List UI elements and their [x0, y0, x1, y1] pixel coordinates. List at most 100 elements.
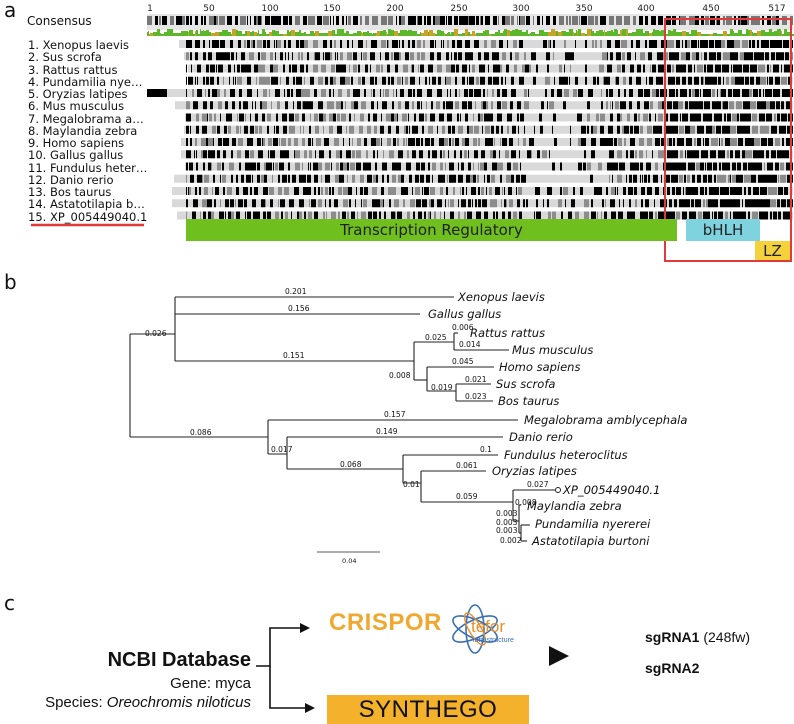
- alignment-block: [718, 187, 719, 195]
- consensus-identity-bar: [250, 32, 252, 36]
- alignment-block: [274, 40, 275, 48]
- alignment-block: [599, 64, 604, 73]
- alignment-block: [279, 138, 280, 146]
- alignment-block: [269, 76, 270, 85]
- alignment-block: [208, 52, 212, 61]
- alignment-block: [214, 199, 215, 208]
- alignment-block: [610, 199, 615, 208]
- consensus-block: [782, 16, 787, 25]
- consensus-block: [254, 16, 256, 25]
- alignment-block: [325, 187, 328, 195]
- alignment-block: [597, 211, 598, 220]
- alignment-block: [476, 76, 479, 85]
- consensus-block: [511, 16, 514, 25]
- consensus-block: [433, 16, 435, 25]
- consensus-identity-bar: [238, 31, 242, 36]
- alignment-block: [526, 199, 528, 208]
- position-tick-label: 517: [768, 4, 786, 14]
- consensus-identity-bar: [632, 32, 636, 36]
- alignment-block: [226, 138, 229, 146]
- alignment-block: [687, 174, 690, 183]
- alignment-block: [326, 211, 327, 220]
- alignment-block: [623, 76, 626, 85]
- alignment-block: [216, 64, 217, 73]
- alignment-block: [720, 150, 725, 159]
- alignment-block: [466, 187, 467, 195]
- alignment-block: [696, 52, 699, 61]
- alignment-block: [672, 162, 677, 171]
- alignment-block: [302, 101, 303, 110]
- consensus-block: [372, 16, 378, 25]
- alignment-block: [223, 150, 226, 159]
- alignment-block: [468, 52, 473, 61]
- species-line: Species: Oreochromis niloticus: [45, 694, 251, 711]
- alignment-block: [658, 64, 659, 73]
- alignment-block: [490, 199, 492, 208]
- alignment-block: [563, 187, 568, 195]
- consensus-identity-bar: [365, 32, 367, 36]
- alignment-block: [224, 89, 226, 97]
- alignment-block: [295, 162, 300, 171]
- alignment-block: [280, 150, 284, 159]
- alignment-block: [223, 76, 224, 85]
- alignment-block: [582, 89, 583, 97]
- alignment-block: [260, 101, 262, 110]
- consensus-identity-bar: [659, 31, 661, 36]
- alignment-block: [338, 211, 340, 220]
- alignment-block: [504, 199, 506, 208]
- alignment-block: [437, 199, 442, 208]
- alignment-block: [725, 211, 728, 220]
- alignment-block: [638, 89, 643, 97]
- alignment-block: [215, 187, 219, 195]
- alignment-block: [284, 150, 289, 159]
- consensus-block: [493, 16, 497, 25]
- alignment-block: [269, 89, 270, 97]
- alignment-block: [712, 199, 714, 208]
- alignment-block: [700, 187, 704, 195]
- consensus-identity-bar: [454, 29, 458, 36]
- alignment-block: [231, 150, 233, 159]
- alignment-block: [295, 150, 300, 159]
- alignment-block: [760, 76, 766, 85]
- consensus-block: [680, 16, 686, 25]
- alignment-block: [458, 211, 460, 220]
- alignment-block: [330, 40, 332, 48]
- consensus-block: [581, 16, 587, 25]
- alignment-block: [734, 40, 740, 48]
- alignment-block: [776, 101, 780, 110]
- bl-oryz-cichlid: 0.01: [403, 480, 420, 489]
- alignment-block: [437, 125, 438, 134]
- alignment-block: [318, 162, 322, 171]
- alignment-block: [630, 162, 635, 171]
- alignment-block: [186, 150, 188, 159]
- alignment-block: [283, 64, 285, 73]
- alignment-block: [190, 138, 192, 146]
- consensus-identity-bar: [653, 29, 655, 36]
- alignment-block: [196, 125, 199, 134]
- consensus-block: [219, 16, 225, 25]
- xp-marker: [555, 487, 561, 493]
- alignment-block: [753, 150, 760, 159]
- consensus-identity-bar: [503, 31, 504, 36]
- alignment-block: [387, 40, 388, 48]
- alignment-block: [692, 52, 696, 61]
- alignment-block: [403, 199, 405, 208]
- alignment-block: [186, 101, 190, 110]
- alignment-block: [428, 64, 433, 73]
- consensus-block: [517, 16, 518, 25]
- alignment-block: [607, 52, 608, 61]
- alignment-block: [238, 138, 243, 146]
- alignment-block: [296, 76, 298, 85]
- alignment-block: [382, 76, 386, 85]
- alignment-block: [434, 211, 436, 220]
- alignment-block: [200, 211, 201, 220]
- consensus-block: [308, 16, 314, 25]
- alignment-block: [267, 125, 269, 134]
- consensus-identity-bar: [315, 31, 319, 36]
- alignment-block: [232, 101, 235, 110]
- alignment-block: [225, 211, 226, 220]
- alignment-block: [210, 101, 213, 110]
- alignment-block: [348, 187, 352, 195]
- alignment-block: [478, 199, 481, 208]
- alignment-block: [186, 40, 189, 48]
